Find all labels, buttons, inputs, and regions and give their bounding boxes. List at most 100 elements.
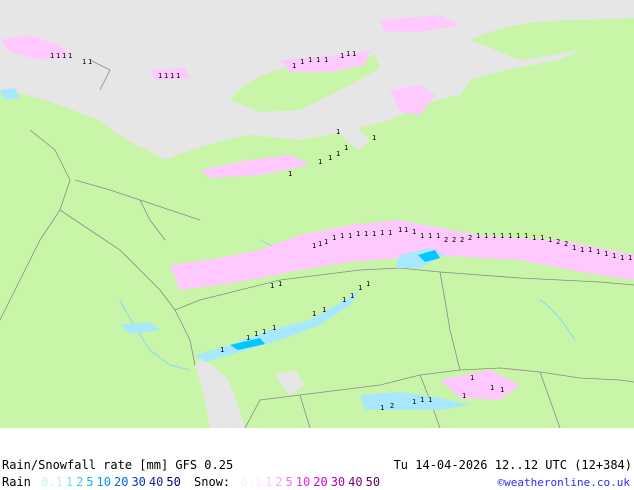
legend: Rain 0.1 1 2 5 10 20 30 40 50 Snow: 0.1 1 2 5 10 20 30…	[2, 475, 386, 489]
precip-marker: 1	[308, 56, 312, 64]
precip-marker: 1	[428, 396, 432, 404]
sea-white-sea	[300, 112, 370, 150]
precip-marker: 1	[412, 398, 416, 406]
precip-marker: 1	[324, 56, 328, 64]
precip-marker: 1	[516, 232, 520, 240]
map-datetime: Tu 14-04-2026 12..12 UTC (12+384)	[393, 458, 632, 472]
precip-marker: 1	[352, 50, 356, 58]
snow-legend-value: 1	[265, 475, 273, 489]
precip-marker: 1	[318, 158, 322, 166]
precip-marker: 1	[68, 52, 72, 60]
precip-marker: 1	[412, 228, 416, 236]
precip-marker: 1	[340, 52, 344, 60]
snow-legend-value: 10	[295, 475, 311, 489]
precip-marker: 1	[348, 232, 352, 240]
precip-marker: 1	[342, 296, 346, 304]
precip-marker: 1	[56, 52, 60, 60]
precip-marker: 1	[300, 58, 304, 66]
precip-marker: 1	[272, 324, 276, 332]
precip-marker: 2	[556, 238, 560, 246]
snow-legend-value: 0.1	[240, 475, 263, 489]
precip-marker: 1	[404, 226, 408, 234]
precip-marker: 1	[508, 232, 512, 240]
precip-marker: 1	[380, 229, 384, 237]
precip-marker: 1	[220, 346, 224, 354]
snow-legend-value: 2	[275, 475, 283, 489]
precip-marker: 1	[358, 284, 362, 292]
snow-legend-value: 30	[330, 475, 346, 489]
precip-marker: 1	[492, 232, 496, 240]
precip-marker: 1	[540, 234, 544, 242]
precip-marker: 1	[322, 306, 326, 314]
precip-marker: 1	[246, 334, 250, 342]
precip-marker: 1	[340, 232, 344, 240]
precip-marker: 2	[564, 240, 568, 248]
precip-marker: 2	[452, 236, 456, 244]
precip-marker: 1	[548, 236, 552, 244]
rain-legend-value: 0.1	[41, 475, 63, 489]
rain-legend-value: 40	[148, 475, 164, 489]
footer: Rain/Snowfall rate [mm] GFS 0.25 Tu 14-0…	[0, 428, 634, 490]
snow-legend-value: 5	[285, 475, 293, 489]
precip-marker: 1	[462, 392, 466, 400]
precip-marker: 1	[324, 238, 328, 246]
precip-marker: 1	[580, 246, 584, 254]
precip-marker: 1	[364, 230, 368, 238]
precip-marker: 1	[484, 232, 488, 240]
rain-legend-value: 2	[76, 475, 84, 489]
snow-legend-label: Snow:	[194, 475, 231, 489]
rain-legend-value: 30	[131, 475, 146, 489]
precip-marker: 1	[292, 62, 296, 70]
rain-legend-value: 5	[86, 475, 94, 489]
precip-marker: 1	[470, 374, 474, 382]
precip-marker: 1	[346, 50, 350, 58]
precip-marker: 1	[524, 232, 528, 240]
snow-legend-value: 20	[313, 475, 328, 489]
credit-link[interactable]: ©weatheronline.co.uk	[497, 476, 630, 489]
precip-marker: 1	[88, 58, 92, 66]
land-mass	[0, 30, 634, 428]
snow-legend-value: 40	[348, 475, 363, 489]
precip-marker: 1	[262, 328, 266, 336]
rain-legend-value: 1	[65, 475, 74, 489]
precip-marker: 1	[366, 280, 370, 288]
precip-marker: 2	[468, 234, 472, 242]
precip-marker: 1	[318, 240, 322, 248]
precip-marker: 1	[316, 56, 320, 64]
rain-legend-value: 10	[96, 475, 111, 489]
snow-legend-value: 50	[365, 475, 381, 489]
precip-marker: 1	[288, 170, 292, 178]
precip-marker: 2	[460, 236, 464, 244]
precip-marker: 1	[596, 248, 600, 256]
precip-marker: 1	[356, 230, 360, 238]
rain-legend-scale: 0.1 1 2 5 10 20 30 40 50	[41, 475, 184, 489]
precip-marker: 2	[390, 402, 394, 410]
precip-marker: 1	[372, 230, 376, 238]
precip-marker: 1	[588, 246, 592, 254]
precip-marker: 1	[420, 396, 424, 404]
precip-marker: 1	[312, 242, 316, 250]
precip-marker: 1	[254, 330, 258, 338]
precip-marker: 1	[500, 232, 504, 240]
precip-marker: 1	[176, 72, 180, 80]
precip-marker: 1	[398, 226, 402, 234]
precip-marker: 1	[164, 72, 168, 80]
map-title: Rain/Snowfall rate [mm] GFS 0.25	[2, 458, 234, 472]
snow-legend-scale: 0.1 1 2 5 10 20 30 40 50	[240, 475, 383, 489]
precip-marker: 1	[278, 280, 282, 288]
precip-marker: 1	[490, 384, 494, 392]
precip-marker: 1	[628, 254, 632, 262]
country-borders	[0, 59, 634, 428]
precip-marker: 1	[604, 250, 608, 258]
precip-marker: 1	[336, 150, 340, 158]
precip-marker: 1	[270, 282, 274, 290]
precip-marker: 1	[312, 310, 316, 318]
precip-marker: 1	[500, 386, 504, 394]
precip-marker: 1	[532, 234, 536, 242]
precip-marker: 1	[170, 72, 174, 80]
precip-marker: 1	[476, 232, 480, 240]
precip-marker: 1	[62, 52, 66, 60]
land-island-north	[470, 18, 634, 60]
precip-marker: 1	[380, 404, 384, 412]
